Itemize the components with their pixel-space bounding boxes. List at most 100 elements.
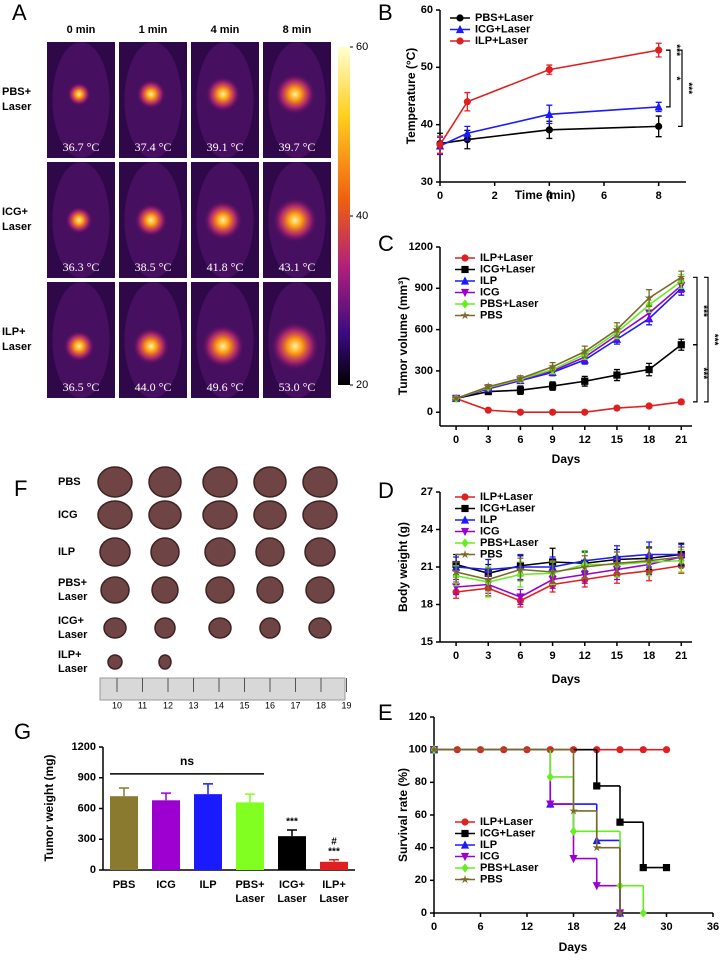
- tumor: [204, 537, 236, 567]
- column-header: 8 min: [283, 24, 312, 36]
- significance-label: ***: [682, 82, 693, 94]
- error-bar: [161, 792, 171, 801]
- x-tick-label: 18: [643, 434, 655, 446]
- ruler-label: 17: [290, 700, 300, 710]
- row-label: Laser: [58, 663, 88, 675]
- x-tick-label: ILP+: [322, 879, 346, 891]
- y-tick-label: 30: [421, 176, 433, 188]
- y-tick-label: 60: [415, 809, 427, 821]
- y-tick-label: 15: [421, 636, 433, 648]
- y-tick-label: 100: [409, 744, 427, 756]
- x-tick-label: ICG+: [279, 879, 305, 891]
- legend-label: PBS: [480, 309, 503, 321]
- tumor: [305, 576, 335, 604]
- tumor: [302, 466, 338, 498]
- data-point: [516, 408, 525, 416]
- bar: [278, 836, 306, 870]
- ruler-label: 19: [341, 700, 351, 710]
- row-label: Laser: [2, 101, 32, 113]
- y-tick-label: 50: [421, 61, 433, 73]
- y-tick-label: 0: [90, 864, 96, 876]
- x-tick-label: 4: [546, 190, 553, 202]
- y-tick-label: 300: [78, 833, 96, 845]
- legend-marker: [456, 37, 464, 45]
- tumor: [148, 466, 182, 498]
- column-header: 1 min: [139, 24, 168, 36]
- legend-label: ILP: [480, 275, 497, 287]
- y-tick-label: 60: [421, 4, 433, 16]
- legend-marker: [461, 504, 469, 513]
- data-point: [546, 800, 555, 809]
- data-point: [654, 102, 663, 111]
- data-point: [545, 109, 554, 118]
- panel-letter: A: [12, 0, 27, 25]
- legend-label: ICG+Laser: [480, 263, 536, 275]
- ruler-label: 11: [138, 700, 147, 710]
- significance-label: *: [670, 77, 681, 81]
- temperature-label: 37.4 °C: [135, 140, 172, 154]
- significance-label: ***: [328, 846, 340, 857]
- colorbar-tick-label: 60: [356, 41, 368, 53]
- legend-label: ICG+Laser: [475, 23, 531, 35]
- x-tick-label: Laser: [277, 893, 307, 905]
- row-label: Laser: [2, 221, 32, 233]
- x-tick-label: 12: [579, 434, 591, 446]
- data-point: [545, 126, 553, 134]
- data-point: [655, 46, 663, 54]
- x-tick-label: 6: [601, 190, 607, 202]
- ruler-label: 16: [265, 700, 275, 710]
- legend-marker: [461, 863, 469, 873]
- tumor: [302, 500, 338, 530]
- legend-marker: [461, 829, 469, 838]
- data-point: [581, 408, 589, 416]
- y-axis-label: Survival rate (%): [396, 768, 410, 862]
- series-line: [439, 125, 659, 145]
- temperature-label: 39.7 °C: [279, 140, 316, 154]
- tumor: [304, 537, 336, 567]
- data-point: [429, 745, 439, 754]
- y-tick-label: 40: [415, 842, 427, 854]
- tumor: [150, 537, 180, 567]
- panel-letter: F: [14, 476, 27, 501]
- legend-marker: [460, 852, 470, 862]
- y-axis-label: Tumor weight (mg): [42, 754, 56, 861]
- series-line: [456, 553, 682, 571]
- significance-label: ***: [670, 44, 681, 56]
- x-axis-label: Days: [559, 940, 588, 954]
- y-axis-label: Temperature (°C): [404, 48, 418, 145]
- data-point: [546, 772, 554, 782]
- hot-spot: [134, 203, 168, 238]
- significance-bracket: [704, 276, 709, 403]
- y-tick-label: 0: [421, 907, 427, 919]
- y-tick-label: 600: [78, 802, 96, 814]
- tumor: [208, 617, 232, 639]
- ruler-label: 13: [188, 700, 198, 710]
- error-bar: [329, 859, 339, 862]
- legend-marker: [460, 515, 470, 524]
- hot-spot: [136, 79, 166, 110]
- x-tick-label: 0: [453, 434, 459, 446]
- y-tick-label: 900: [78, 772, 96, 784]
- tumor: [148, 500, 182, 530]
- legend-label: ILP: [480, 839, 497, 851]
- row-label: ICG: [58, 509, 78, 521]
- data-point: [463, 128, 472, 137]
- x-tick-label: 3: [485, 434, 491, 446]
- x-tick-label: 2: [492, 190, 498, 202]
- row-label: ICG+: [58, 615, 84, 627]
- x-tick-label: 15: [611, 434, 623, 446]
- legend-marker: [461, 538, 469, 548]
- x-tick-label: 6: [517, 650, 523, 662]
- x-tick-label: 18: [643, 650, 655, 662]
- series-line: [439, 106, 659, 147]
- data-point: [639, 863, 647, 872]
- tumor: [97, 500, 133, 530]
- x-tick-label: 21: [675, 650, 687, 662]
- series-line: [456, 556, 682, 598]
- y-tick-label: 24: [421, 523, 434, 535]
- significance-label: ***: [697, 367, 708, 379]
- hot-spot: [201, 324, 245, 369]
- significance-bracket: [693, 276, 698, 346]
- x-axis-label: Days: [552, 452, 581, 466]
